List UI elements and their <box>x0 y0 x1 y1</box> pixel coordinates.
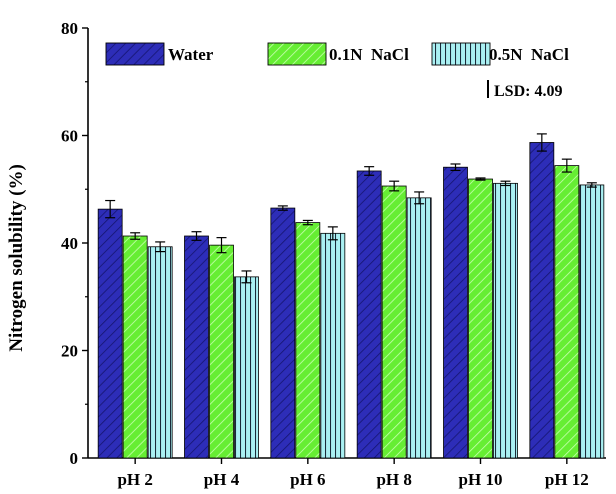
bar-2-0 <box>147 246 173 459</box>
x-tick-label: pH 6 <box>290 470 325 489</box>
bar-1-2 <box>295 222 321 459</box>
lsd-bar <box>487 80 489 98</box>
bar-1-4 <box>468 178 493 459</box>
bar-0-2 <box>270 207 296 459</box>
legend-label-1: 0.1N NaCl <box>329 45 409 64</box>
bars <box>97 142 605 459</box>
y-tick-label: 80 <box>61 19 78 38</box>
bar-2-5 <box>579 184 605 459</box>
bar-0-3 <box>356 170 382 459</box>
y-tick-label: 0 <box>70 449 79 468</box>
x-tick-label: pH 4 <box>204 470 240 489</box>
legend-label-2: 0.5N NaCl <box>489 45 569 64</box>
y-axis-label: Nitrogen solubility (%) <box>6 164 27 352</box>
bar-2-1 <box>234 276 259 459</box>
x-tick-label: pH 10 <box>459 470 503 489</box>
bar-1-5 <box>554 165 580 459</box>
lsd-label: LSD: 4.09 <box>494 83 562 100</box>
bar-1-3 <box>381 185 407 459</box>
bar-0-0 <box>97 208 123 459</box>
x-tick-label: pH 2 <box>117 470 152 489</box>
bar-1-0 <box>122 235 148 459</box>
error-bars <box>105 133 597 284</box>
x-tick-label: pH 12 <box>545 470 589 489</box>
y-tick-label: 60 <box>61 127 78 146</box>
bar-1-1 <box>209 244 234 459</box>
bar-2-4 <box>493 182 518 459</box>
bar-0-4 <box>443 166 468 459</box>
y-ticks: 0 20 40 60 80 <box>61 19 88 468</box>
x-tick-labels: pH 2 pH 4 pH 6 pH 8 pH 10 pH 12 <box>117 458 589 489</box>
legend-swatch-1 <box>267 42 327 66</box>
legend: Water 0.1N NaCl 0.5N NaCl <box>105 42 569 66</box>
bar-2-3 <box>406 197 432 459</box>
legend-swatch-0 <box>105 42 165 66</box>
x-tick-label: pH 8 <box>376 470 411 489</box>
bar-0-5 <box>529 142 555 459</box>
bar-0-1 <box>184 235 209 459</box>
bar-2-2 <box>320 232 346 459</box>
lsd-annotation: LSD: 4.09 <box>487 80 562 100</box>
y-tick-label: 40 <box>61 234 78 253</box>
legend-swatch-2 <box>431 42 491 66</box>
y-tick-label: 20 <box>61 342 78 361</box>
legend-label-0: Water <box>168 45 214 64</box>
